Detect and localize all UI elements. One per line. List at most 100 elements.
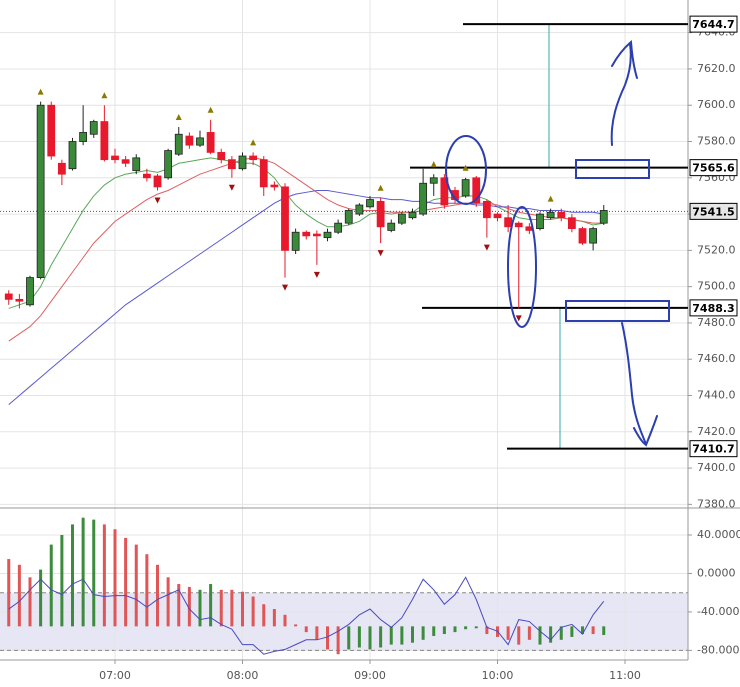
price-tag — [689, 159, 738, 177]
candle-body — [323, 231, 332, 239]
candle-body — [589, 228, 598, 244]
fractal-down — [515, 315, 522, 322]
histogram-bar — [198, 589, 202, 627]
fractal-down — [483, 244, 490, 251]
histogram-bar — [474, 626, 478, 629]
candle-body — [281, 186, 289, 251]
histogram-bar — [156, 564, 159, 627]
histogram-bar — [368, 626, 372, 650]
histogram-bar — [283, 614, 287, 627]
y-tick-label: 7380.0 — [697, 497, 736, 510]
fractal-down — [377, 250, 384, 257]
candle-body — [397, 213, 406, 224]
fractal-up — [547, 195, 554, 202]
candle-body — [249, 155, 258, 161]
y-tick-label: 7420.0 — [697, 425, 736, 438]
price-tag — [689, 440, 738, 458]
candle-body — [26, 277, 34, 306]
x-tick-label: 09:00 — [354, 669, 386, 682]
candle-body — [68, 141, 77, 170]
histogram-bar — [506, 626, 510, 640]
candle-body — [111, 155, 119, 161]
histogram-bar — [527, 626, 531, 640]
candle-body — [366, 199, 374, 208]
price-tag — [689, 202, 738, 220]
x-tick-label: 10:00 — [482, 669, 514, 682]
annotation-arrowhead — [611, 39, 638, 79]
y-tick-label: 7500.0 — [697, 280, 736, 293]
y-tick-label: 7620.0 — [697, 62, 736, 75]
candle-body — [376, 200, 385, 228]
price-tag-label: 7488.3 — [692, 302, 734, 315]
histogram-bar — [166, 577, 170, 627]
candle-body — [546, 211, 555, 219]
candle-body — [578, 228, 587, 244]
candle-body — [259, 159, 268, 188]
moving-average — [8, 157, 604, 309]
histogram-bar — [28, 577, 32, 627]
candle-body — [15, 298, 24, 302]
fractal-up — [430, 161, 437, 168]
candle-body — [599, 210, 608, 224]
histogram-bar — [219, 589, 223, 627]
moving-average — [8, 157, 604, 342]
histogram-bar — [39, 569, 43, 627]
histogram-bar — [294, 624, 298, 627]
histogram-bar — [570, 626, 574, 637]
histogram-bar — [336, 626, 340, 655]
candle-body — [206, 132, 215, 153]
histogram-bar — [411, 626, 414, 643]
candle-body — [196, 137, 204, 146]
histogram-bar — [347, 626, 351, 650]
candle-body — [89, 121, 98, 135]
y-tick-label: 7520.0 — [697, 243, 736, 256]
candle-body — [461, 179, 470, 197]
histogram-bar — [581, 626, 584, 635]
candle-body — [567, 217, 576, 229]
candle-body — [482, 200, 491, 219]
annotation-oval — [507, 206, 537, 328]
annotation-oval — [445, 135, 487, 205]
candle-body — [153, 175, 162, 188]
y-tick-label: 0.0000 — [697, 566, 736, 579]
y-tick-label: 7400.0 — [697, 461, 736, 474]
histogram-bar — [379, 626, 383, 648]
candle-body — [429, 177, 438, 184]
candle-body — [440, 177, 449, 206]
histogram-bar — [538, 626, 542, 645]
candle-body — [557, 211, 566, 219]
candle-body — [302, 231, 311, 237]
y-tick-label: 7440.0 — [697, 389, 736, 402]
histogram-bar — [92, 519, 96, 627]
candle-body — [344, 210, 353, 224]
candle-body — [270, 184, 279, 188]
histogram-bar — [591, 626, 595, 635]
candle-body — [334, 222, 343, 233]
y-tick-label: 7580.0 — [697, 135, 736, 148]
fractal-up — [207, 106, 214, 113]
candle-body — [419, 182, 428, 215]
candle-body — [227, 159, 236, 170]
histogram-bar — [464, 626, 468, 630]
fractal-up — [37, 88, 44, 95]
y-tick-label: 7460.0 — [697, 352, 736, 365]
histogram-bar — [113, 529, 117, 627]
annotation-box — [575, 159, 650, 179]
y-tick-label: -40.0000 — [697, 605, 740, 618]
x-tick-label: 11:00 — [609, 669, 641, 682]
histogram-bar — [326, 626, 329, 650]
fractal-up — [462, 164, 469, 171]
histogram-bar — [209, 584, 213, 627]
histogram-bar — [389, 626, 393, 645]
histogram-bar — [17, 564, 21, 627]
fractal-down — [313, 271, 320, 278]
candle-body — [57, 162, 66, 175]
fractal-down — [154, 197, 161, 204]
histogram-bar — [49, 544, 53, 627]
histogram-bar — [230, 589, 234, 627]
histogram-bar — [442, 626, 446, 635]
histogram-bar — [187, 586, 191, 627]
